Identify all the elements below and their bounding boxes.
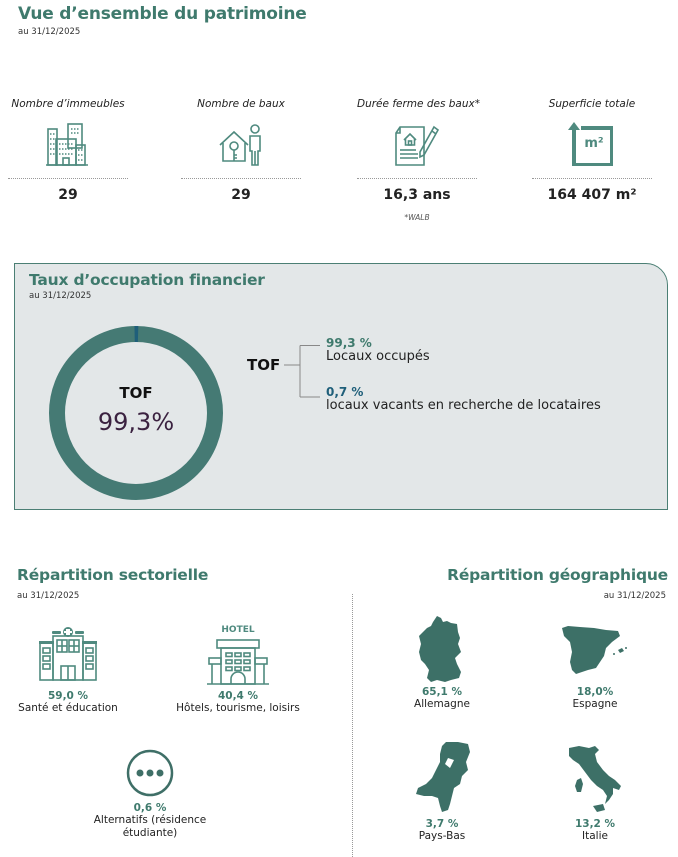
spain-map-icon <box>545 622 645 686</box>
kpi-buildings: Nombre d’immeubles 29 <box>8 98 128 203</box>
overview-date: au 31/12/2025 <box>18 27 81 37</box>
legend-label: Locaux occupés <box>326 349 430 364</box>
germany-map-icon <box>392 614 492 686</box>
overview-title: Vue d’ensemble du patrimoine <box>18 4 307 24</box>
geo-pct: 18,0% <box>576 686 614 698</box>
tof-title: Taux d’occupation financier <box>29 271 265 289</box>
walb-footnote: *WALB <box>404 213 430 222</box>
tof-card: Taux d’occupation financier au 31/12/202… <box>14 263 668 510</box>
buildings-icon <box>8 114 128 176</box>
kpi-value: 29 <box>58 187 78 203</box>
donut-center-label: TOF <box>119 384 153 402</box>
kpi-value: 164 407 m² <box>547 187 637 203</box>
divider <box>8 178 128 179</box>
square-meter-icon: m² <box>532 114 652 176</box>
sector-item-health: 59,0 % Santé et éducation <box>8 626 128 715</box>
kpi-value: 16,3 ans <box>383 187 451 203</box>
kpi-label: Nombre d’immeubles <box>11 98 125 110</box>
sector-label-line1: Alternatifs (résidence <box>93 814 207 826</box>
geo-label: Allemagne <box>414 698 470 710</box>
donut-center-value: 99,3% <box>97 408 175 436</box>
sector-pct: 59,0 % <box>47 690 89 702</box>
sector-label: Santé et éducation <box>18 702 118 714</box>
sector-title: Répartition sectorielle <box>17 566 209 584</box>
geo-label: Pays-Bas <box>418 830 466 842</box>
kpi-surface: Superficie totale m² 164 407 m² <box>532 98 652 203</box>
kpi-leases: Nombre de baux 29 <box>181 98 301 203</box>
geo-label: Espagne <box>572 698 618 710</box>
geo-pct: 13,2 % <box>574 818 616 830</box>
geo-pct: 65,1 % <box>421 686 463 698</box>
legend-occupied: 99,3 % Locaux occupés <box>326 336 430 364</box>
geo-pct: 3,7 % <box>425 818 459 830</box>
tof-donut-chart <box>49 326 223 500</box>
legend-label: locaux vacants en recherche de locataire… <box>326 398 601 413</box>
legend-vacant: 0,7 % locaux vacants en recherche de loc… <box>326 385 601 413</box>
house-key-person-icon <box>181 114 301 176</box>
sector-date: au 31/12/2025 <box>17 591 80 601</box>
sector-pct: 40,4 % <box>217 690 259 702</box>
legend-pct: 0,7 % <box>326 385 364 399</box>
sector-item-hotels: HOTEL 40,4 % Hôtels, tourisme, loisirs <box>168 625 308 715</box>
geo-item-italy: 13,2 % Italie <box>545 744 645 843</box>
geo-item-spain: 18,0% Espagne <box>545 622 645 711</box>
geo-item-netherlands: 3,7 % Pays-Bas <box>392 740 492 843</box>
lease-document-pen-icon <box>357 114 477 176</box>
legend-pct: 99,3 % <box>326 336 372 350</box>
sector-label-line2: étudiante) <box>122 827 178 839</box>
more-dots-icon <box>80 748 220 802</box>
tof-root-label: TOF <box>247 356 281 374</box>
sector-label: Hôtels, tourisme, loisirs <box>176 702 300 714</box>
sector-item-alternative: 0,6 % Alternatifs (résidence étudiante) <box>80 748 220 840</box>
m2-icon-text: m² <box>584 136 604 151</box>
kpi-label: Nombre de baux <box>197 98 285 110</box>
kpi-label: Durée ferme des baux* <box>357 98 480 110</box>
hospital-icon <box>8 626 128 688</box>
hotel-icon-text: HOTEL <box>221 625 255 635</box>
kpi-walb: Durée ferme des baux* 16,3 ans *WALB <box>357 98 480 222</box>
geo-label: Italie <box>582 830 608 842</box>
italy-map-icon <box>545 744 645 818</box>
kpi-label: Superficie totale <box>548 98 636 110</box>
divider <box>357 178 477 179</box>
divider <box>181 178 301 179</box>
sector-pct: 0,6 % <box>133 802 167 814</box>
geo-date: au 31/12/2025 <box>603 591 666 601</box>
netherlands-map-icon <box>392 740 492 818</box>
kpi-value: 29 <box>231 187 251 203</box>
divider <box>532 178 652 179</box>
geo-title: Répartition géographique <box>447 566 668 584</box>
geo-item-germany: 65,1 % Allemagne <box>392 614 492 711</box>
hotel-icon: HOTEL <box>168 625 308 688</box>
tof-date: au 31/12/2025 <box>29 291 92 301</box>
tree-connector <box>284 345 320 398</box>
column-divider <box>352 594 353 857</box>
